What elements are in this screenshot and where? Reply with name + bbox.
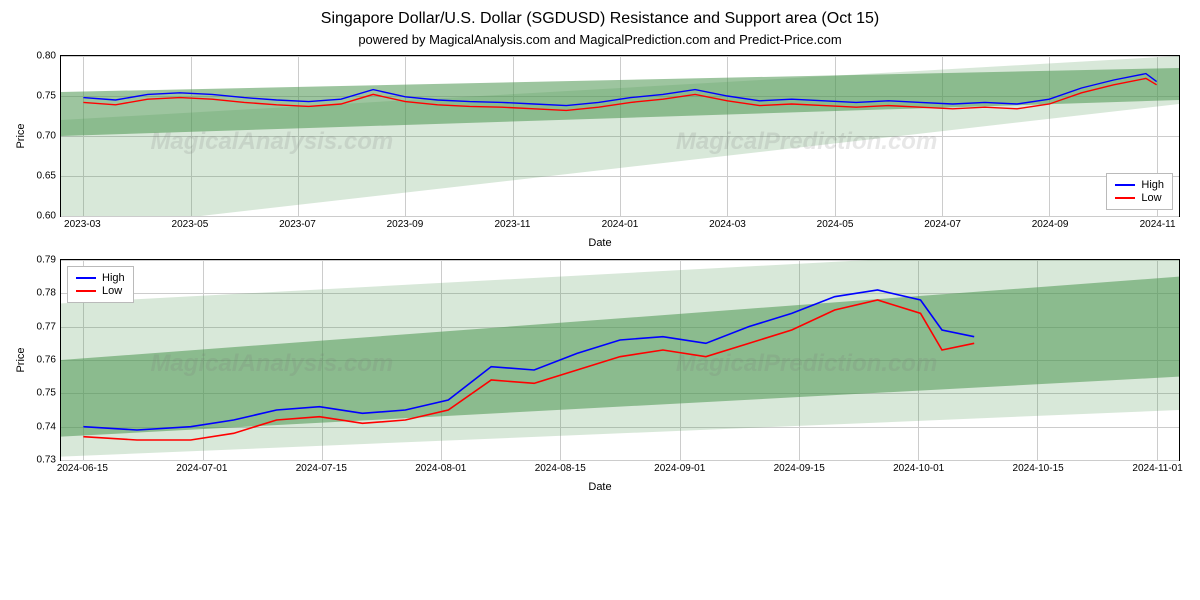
legend-label-high: High	[1141, 179, 1164, 191]
x-tick-label: 2024-09-01	[654, 463, 705, 474]
x-tick-label: 2024-08-15	[535, 463, 586, 474]
x-tick-label: 2024-09	[1032, 219, 1069, 230]
y-tick-label: 0.79	[16, 255, 56, 266]
x-tick-label: 2024-11-01	[1132, 463, 1182, 474]
legend-swatch-high	[76, 277, 96, 279]
y-tick-label: 0.78	[16, 288, 56, 299]
y-tick-label: 0.77	[16, 321, 56, 332]
legend-item-high: High	[1115, 179, 1164, 191]
top-legend: High Low	[1106, 173, 1173, 210]
bottom-x-axis-label: Date	[10, 481, 1190, 493]
legend-label-low: Low	[102, 285, 122, 297]
x-tick-label: 2024-05	[817, 219, 854, 230]
chart-title: Singapore Dollar/U.S. Dollar (SGDUSD) Re…	[10, 10, 1190, 28]
x-tick-label: 2024-07	[924, 219, 961, 230]
y-tick-label: 0.60	[16, 211, 56, 222]
x-tick-label: 2024-10-01	[893, 463, 944, 474]
legend-item-high: High	[76, 272, 125, 284]
top-x-axis: 2023-03 2023-05 2023-07 2023-09 2023-11 2024-…	[60, 217, 1180, 235]
bottom-chart: Price High Low 0.730.740.750.760.770.780…	[10, 259, 1190, 493]
x-tick-label: 2024-07-15	[296, 463, 347, 474]
legend-label-low: Low	[1141, 192, 1161, 204]
bottom-x-axis: 2024-06-15 2024-07-01 2024-07-15 2024-08-01…	[60, 461, 1180, 479]
bottom-legend: High Low	[67, 266, 134, 303]
x-tick-label: 2024-03	[709, 219, 746, 230]
y-tick-label: 0.65	[16, 171, 56, 182]
y-tick-label: 0.70	[16, 131, 56, 142]
top-x-axis-label: Date	[10, 237, 1190, 249]
x-tick-label: 2024-08-01	[415, 463, 466, 474]
x-tick-label: 2023-05	[172, 219, 209, 230]
x-tick-label: 2023-07	[279, 219, 316, 230]
legend-swatch-high	[1115, 184, 1135, 186]
y-tick-label: 0.80	[16, 51, 56, 62]
y-tick-label: 0.76	[16, 355, 56, 366]
x-tick-label: 2023-03	[64, 219, 101, 230]
x-tick-label: 2023-09	[387, 219, 424, 230]
x-tick-label: 2024-09-15	[774, 463, 825, 474]
top-chart: Price High Low 0.600.650.700.750.80Magic…	[10, 55, 1190, 249]
y-tick-label: 0.75	[16, 388, 56, 399]
legend-swatch-low	[76, 290, 96, 292]
legend-item-low: Low	[1115, 192, 1164, 204]
x-tick-label: 2023-11	[494, 219, 530, 230]
x-tick-label: 2024-06-15	[57, 463, 108, 474]
chart-subtitle: powered by MagicalAnalysis.com and Magic…	[10, 32, 1190, 47]
legend-item-low: Low	[76, 285, 125, 297]
top-plot-area: Price High Low 0.600.650.700.750.80Magic…	[60, 55, 1180, 217]
y-tick-label: 0.73	[16, 455, 56, 466]
x-tick-label: 2024-07-01	[176, 463, 227, 474]
legend-label-high: High	[102, 272, 125, 284]
legend-swatch-low	[1115, 197, 1135, 199]
y-tick-label: 0.75	[16, 91, 56, 102]
x-tick-label: 2024-01	[602, 219, 639, 230]
bottom-plot-area: Price High Low 0.730.740.750.760.770.780…	[60, 259, 1180, 461]
x-tick-label: 2024-11	[1140, 219, 1176, 230]
y-tick-label: 0.74	[16, 421, 56, 432]
x-tick-label: 2024-10-15	[1013, 463, 1064, 474]
